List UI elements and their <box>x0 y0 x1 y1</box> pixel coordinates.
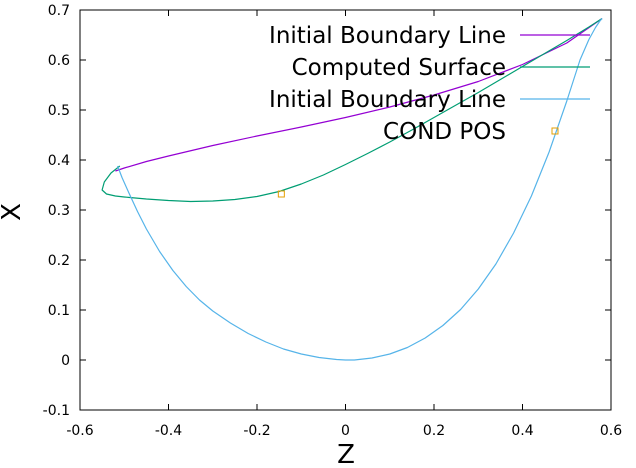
x-tick-label: -0.6 <box>66 423 93 439</box>
x-tick-label: 0.2 <box>423 423 445 439</box>
y-tick-label: 0.2 <box>48 253 70 269</box>
series-3-line <box>117 18 603 361</box>
series-2-line <box>101 17 603 203</box>
legend-label-2: Computed Surface <box>292 55 506 81</box>
series-1-line <box>115 18 603 172</box>
y-tick-label: -0.1 <box>43 403 70 419</box>
legend-label-3: Initial Boundary Line <box>269 87 506 113</box>
x-tick-label: -0.2 <box>243 423 270 439</box>
series-4-point <box>277 190 285 198</box>
y-axis-label: X <box>0 203 27 221</box>
x-tick-label: -0.4 <box>155 423 182 439</box>
y-tick-label: 0.7 <box>48 3 70 19</box>
x-tick-label: 0 <box>341 423 350 439</box>
y-tick-label: 0.4 <box>48 153 70 169</box>
y-tick-label: 0 <box>61 353 70 369</box>
y-tick-label: 0.5 <box>48 103 70 119</box>
legend-label-1: Initial Boundary Line <box>269 23 506 49</box>
y-tick-label: 0.1 <box>48 303 70 319</box>
y-tick-label: 0.6 <box>48 53 70 69</box>
legend-marker-4 <box>551 127 559 135</box>
y-tick-label: 0.3 <box>48 203 70 219</box>
x-tick-label: 0.6 <box>600 423 622 439</box>
x-axis-label: Z <box>337 440 355 468</box>
legend-label-4: COND POS <box>383 119 506 145</box>
x-tick-label: 0.4 <box>511 423 533 439</box>
